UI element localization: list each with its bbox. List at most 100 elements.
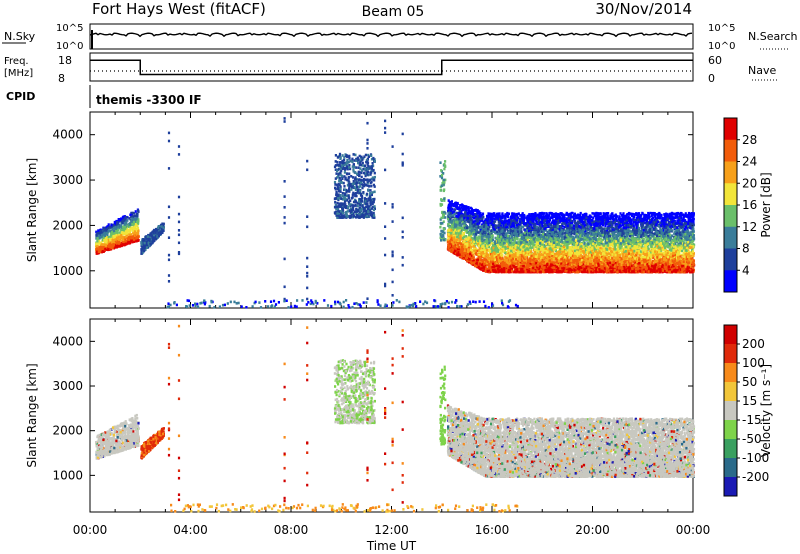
power-scatter-cell — [161, 227, 164, 231]
power-scatter-cell — [472, 223, 475, 227]
power-scatter-cell — [96, 231, 99, 235]
power-scatter-cell — [444, 164, 447, 168]
power-scatter-cell — [622, 234, 625, 238]
power-scatter-cell — [366, 163, 369, 166]
power-scatter-cell — [496, 246, 499, 249]
power-scatter-cell — [334, 183, 337, 186]
power-scatter-cell — [480, 230, 484, 233]
power-scatter-cell — [339, 190, 342, 193]
power-scatter-cell — [161, 229, 164, 233]
power-scatter-cell — [372, 212, 375, 215]
power-scatter-cell — [354, 200, 357, 203]
power-scatter-cell — [103, 245, 106, 249]
power-scatter-cell — [155, 227, 158, 231]
power-scatter-cell — [333, 180, 337, 184]
power-scatter-cell — [348, 172, 351, 176]
power-scatter-cell — [336, 160, 339, 164]
power-scatter-cell — [341, 216, 344, 219]
power-scatter-cell — [350, 175, 353, 178]
power-scatter-cell — [573, 212, 576, 216]
power-scatter-cell — [159, 228, 162, 232]
power-scatter-cell — [443, 178, 446, 182]
power-scatter-cell — [590, 245, 593, 248]
power-scatter-cell — [369, 213, 372, 216]
power-scatter-cell — [159, 230, 162, 234]
power-scatter-cell — [125, 242, 128, 245]
power-scatter-cell — [586, 218, 589, 221]
power-scatter-cell — [589, 234, 592, 238]
power-scatter-cell — [364, 199, 367, 203]
power-scatter-cell — [441, 222, 444, 225]
power-scatter-cell — [681, 237, 684, 241]
power-scatter-cell — [640, 227, 644, 231]
power-scatter-cell — [371, 216, 374, 219]
power-scatter-cell — [121, 225, 124, 229]
power-scatter-cell — [498, 212, 501, 215]
power-scatter-cell — [354, 204, 357, 207]
power-scatter-cell — [351, 165, 354, 168]
power-scatter-cell — [353, 210, 357, 213]
power-scatter-cell — [361, 179, 364, 182]
power-scatter-cell — [340, 169, 343, 173]
power-scatter-cell — [352, 215, 356, 218]
power-scatter-cell — [127, 238, 131, 241]
power-scatter-cell — [107, 248, 110, 251]
power-scatter-cell — [137, 219, 140, 223]
power-scatter-cell — [127, 225, 130, 229]
power-scatter-cell — [491, 237, 494, 240]
power-scatter-cell — [584, 218, 587, 222]
power-scatter-cell — [346, 210, 349, 213]
power-scatter-cell — [345, 188, 348, 192]
power-scatter-cell — [367, 197, 370, 200]
power-scatter-cell — [103, 238, 106, 242]
power-scatter-cell — [487, 255, 490, 258]
noise-trace — [89, 32, 693, 38]
power-scatter-cell — [143, 249, 146, 252]
noise-left-tick: 10^0 — [56, 41, 83, 52]
power-scatter-cell — [119, 239, 122, 242]
power-scatter-cell — [442, 211, 445, 215]
power-scatter-cell — [366, 184, 369, 187]
power-scatter-cell — [441, 210, 444, 214]
power-scatter-cell — [334, 197, 337, 200]
power-scatter-cell — [357, 161, 360, 165]
power-scatter-cell — [147, 242, 150, 245]
power-scatter-cell — [337, 214, 340, 218]
power-scatter-cell — [133, 238, 136, 241]
power-scatter-cell — [339, 205, 342, 208]
power-scatter-cell — [484, 250, 487, 254]
power-scatter-cell — [367, 188, 370, 192]
power-scatter-cell — [110, 238, 113, 242]
power-scatter-cell — [363, 177, 366, 181]
power-scatter-cell — [355, 166, 358, 169]
power-scatter-cell — [356, 204, 359, 208]
power-scatter-cell — [563, 225, 566, 229]
power-scatter-cell — [468, 228, 471, 232]
freq-left-tick: 8 — [58, 72, 65, 85]
power-scatter-cell — [122, 236, 125, 239]
power-scatter-cell — [645, 228, 648, 232]
power-scatter-cell — [117, 233, 121, 237]
power-scatter-cell — [345, 167, 348, 170]
power-scatter-cell — [134, 210, 137, 213]
power-scatter-cell — [359, 203, 362, 207]
power-scatter-cell — [440, 230, 443, 233]
power-scatter-cell — [355, 185, 359, 189]
power-scatter-cell — [370, 154, 373, 157]
power-scatter-cell — [347, 201, 350, 204]
power-scatter-cell — [522, 225, 525, 229]
power-scatter-cell — [355, 159, 358, 162]
power-scatter-cell — [348, 164, 351, 167]
power-scatter-cell — [107, 239, 110, 242]
power-scatter-cell — [125, 233, 128, 237]
power-scatter-cell — [109, 245, 113, 249]
power-scatter-cell — [357, 181, 360, 185]
power-scatter-cell — [118, 231, 121, 234]
power-scatter-cell — [345, 211, 348, 214]
power-scatter-cell — [346, 198, 349, 202]
power-scatter-cell — [365, 202, 368, 206]
power-scatter-cell — [145, 237, 149, 240]
power-scatter-cell — [341, 159, 344, 163]
power-scatter-cell — [368, 185, 371, 188]
freq-left-tick: 18 — [58, 54, 72, 67]
